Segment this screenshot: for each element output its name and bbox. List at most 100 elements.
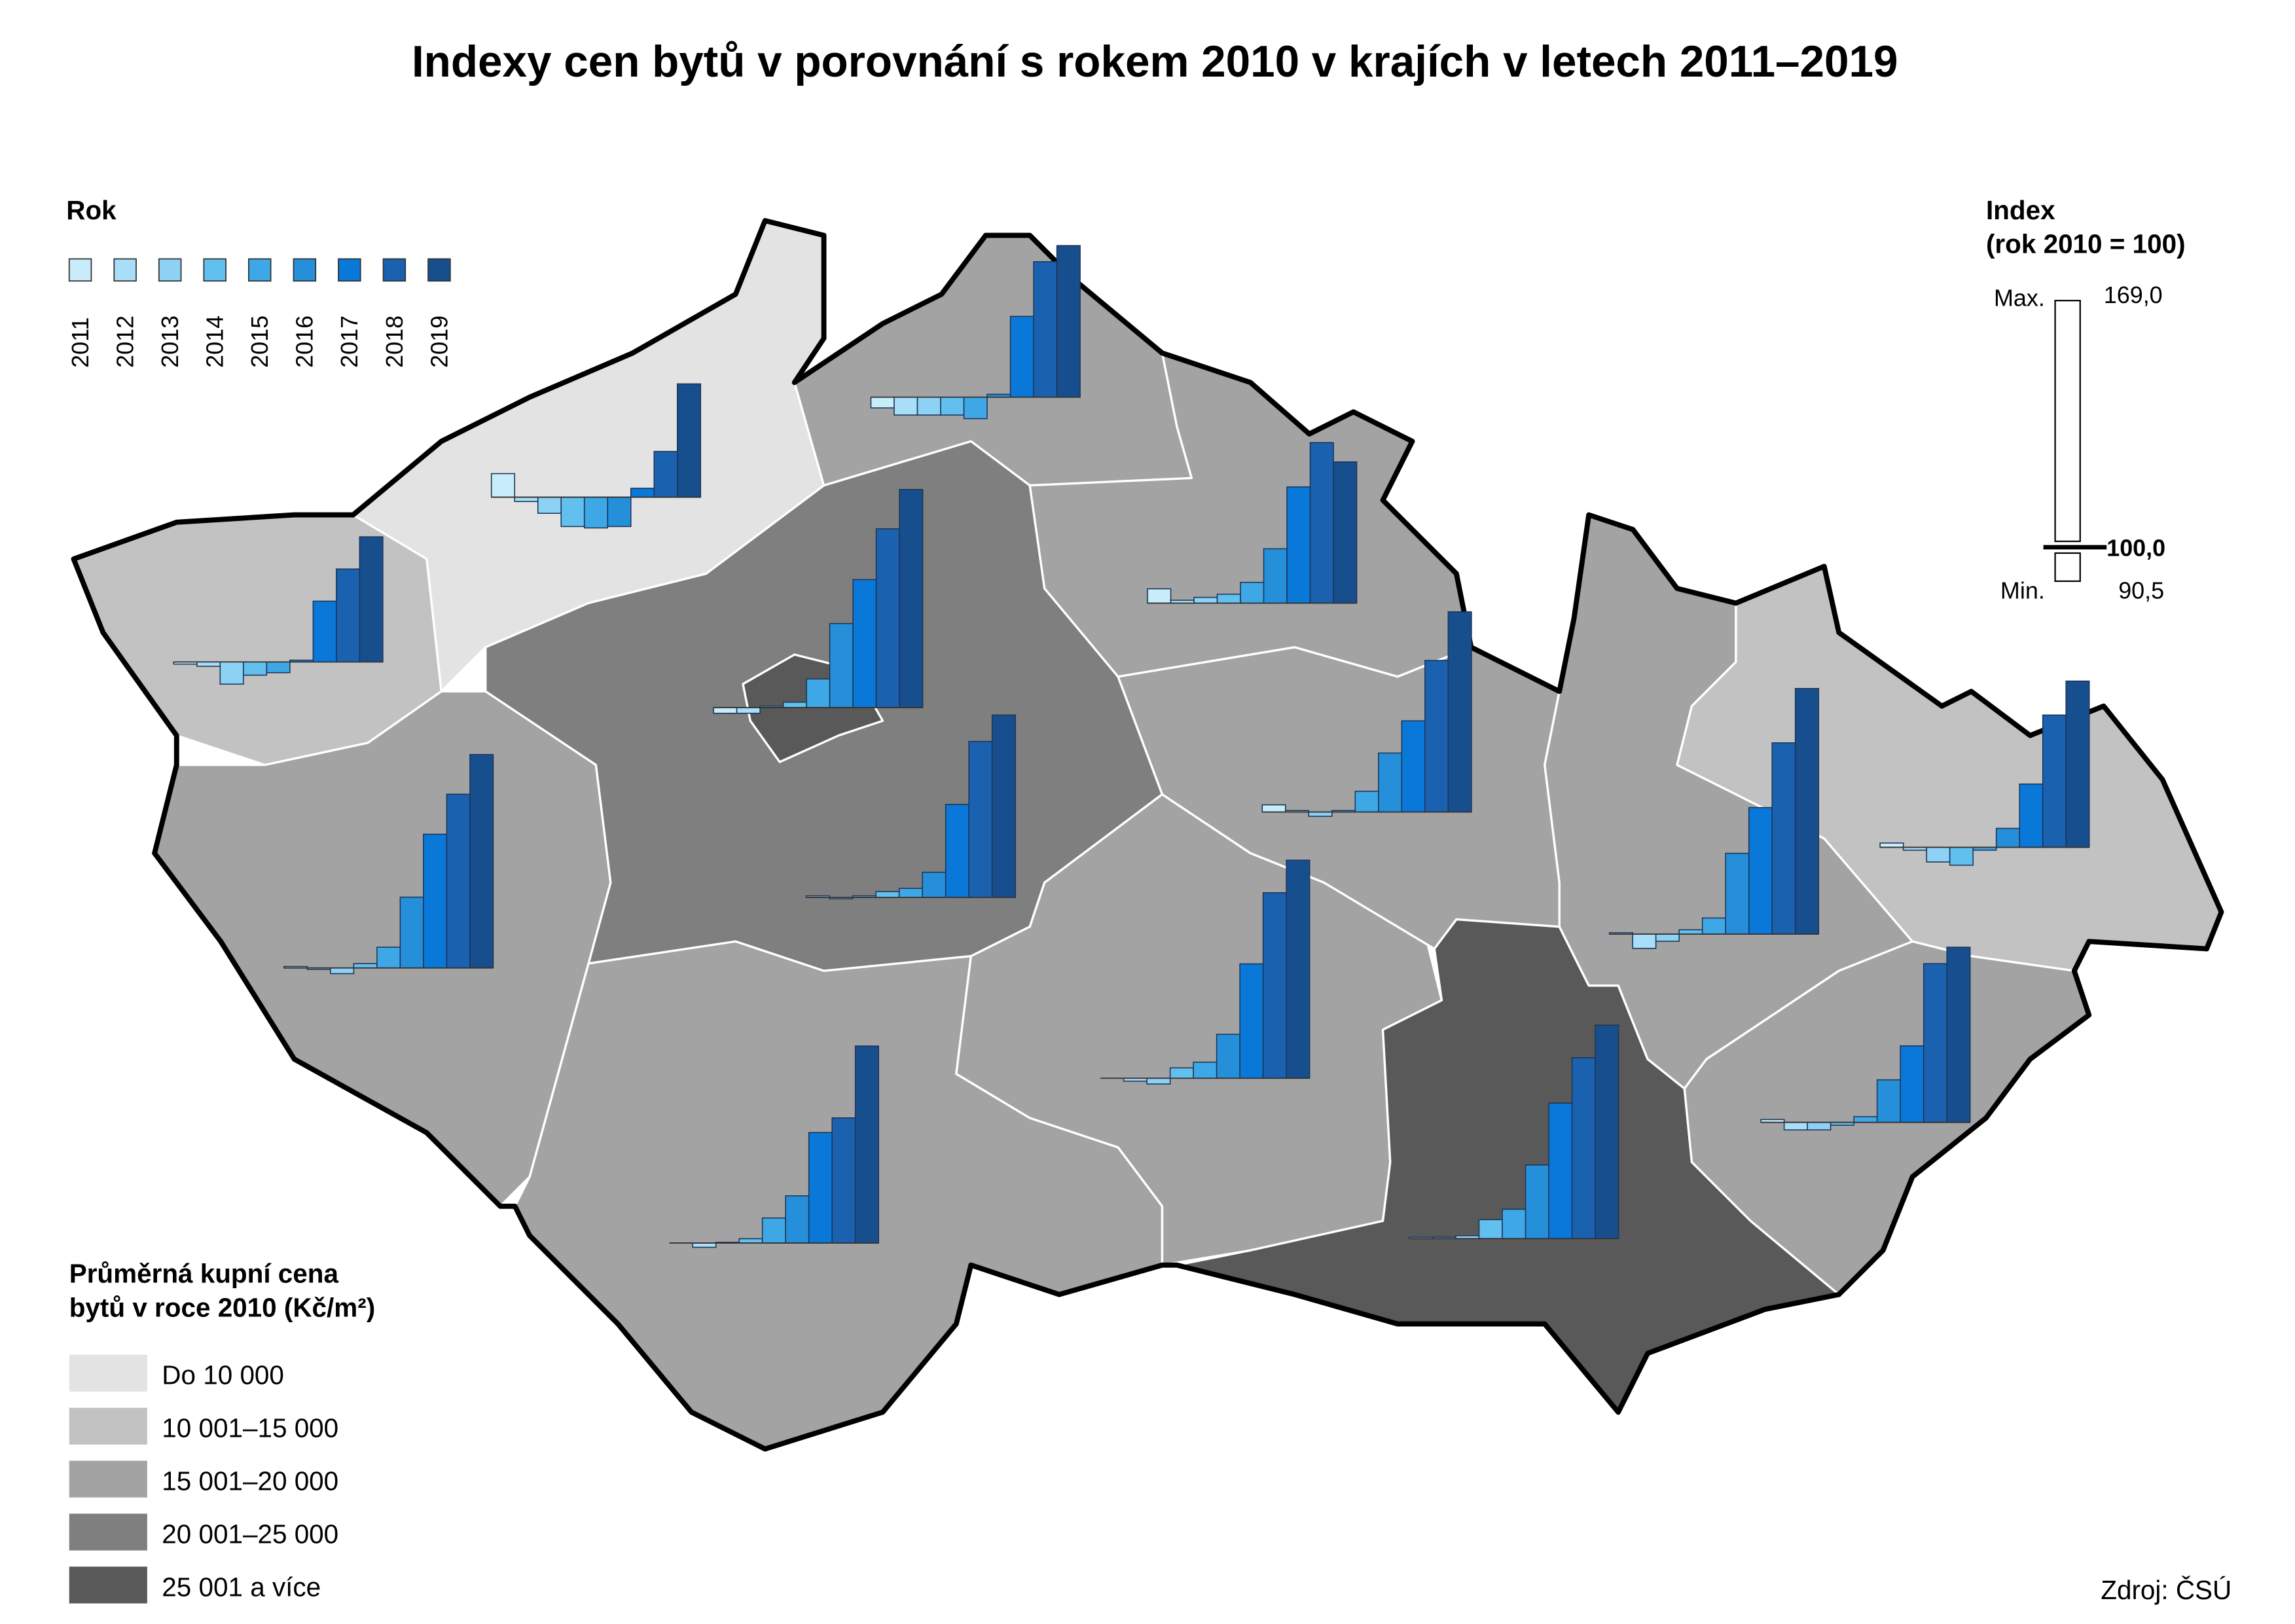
legend-label: Do 10 000	[162, 1360, 284, 1390]
bar	[1879, 842, 1904, 848]
bar	[894, 396, 918, 416]
bar	[899, 489, 924, 708]
legend-label: 15 001–20 000	[162, 1466, 338, 1496]
bar	[1263, 548, 1288, 604]
bar	[1794, 688, 1819, 935]
country-border	[71, 218, 2224, 1452]
bar	[266, 661, 291, 674]
bar	[1926, 846, 1951, 863]
bar	[692, 1242, 717, 1248]
bar	[1678, 929, 1703, 935]
bar	[1447, 611, 1472, 813]
bar	[243, 661, 268, 676]
bar	[991, 714, 1016, 898]
bar	[1216, 593, 1241, 604]
index-legend-title: Index	[1986, 195, 2055, 225]
bar	[1193, 1061, 1218, 1079]
bar	[922, 871, 947, 898]
bar	[607, 496, 632, 528]
bar	[1701, 917, 1726, 935]
index-legend: Index (rok 2010 = 100) Max. Min. 169,0 10…	[1986, 195, 2186, 604]
legend-label: 2019	[425, 316, 452, 368]
legend-label: 2014	[202, 316, 228, 368]
bar	[1900, 1045, 1925, 1123]
bar	[829, 623, 854, 708]
legend-label: 2018	[381, 316, 408, 368]
legend-swatch	[68, 258, 92, 282]
bar	[806, 678, 831, 708]
bar	[490, 473, 516, 498]
title: Indexy cen bytů v porovnání s rokem 2010…	[412, 37, 1898, 86]
index-base-value: 100,0	[2106, 534, 2165, 561]
year-legend: Rok 2011 2012 2013 2014 2015 2016 2017 2018 2019	[66, 195, 452, 368]
bar	[1595, 1024, 1619, 1239]
bar	[446, 793, 471, 969]
legend-label: 25 001 a více	[162, 1572, 321, 1602]
bar	[1261, 804, 1286, 813]
bar	[713, 707, 738, 714]
bar	[676, 383, 702, 498]
bar	[583, 496, 609, 529]
bar	[1876, 1079, 1901, 1123]
bar	[423, 833, 448, 969]
bar	[940, 396, 965, 416]
legend-title: Rok	[66, 195, 117, 225]
bar	[2019, 783, 2044, 848]
bar	[1286, 486, 1311, 604]
bar	[1354, 791, 1379, 813]
bar	[1308, 811, 1333, 817]
bar	[1502, 1208, 1527, 1239]
bar	[945, 804, 969, 898]
bar	[1286, 859, 1310, 1079]
bar	[1401, 720, 1426, 813]
price-legend: Průměrná kupní cena bytů v roce 2010 (Kč…	[69, 1259, 375, 1604]
bar	[854, 1045, 879, 1244]
bar	[1309, 442, 1334, 604]
bar	[359, 536, 384, 663]
bar	[785, 1195, 810, 1244]
bar	[1655, 933, 1680, 942]
bar	[514, 496, 539, 502]
bar	[2042, 714, 2067, 848]
bar	[1525, 1164, 1549, 1239]
bar	[1853, 1116, 1878, 1123]
bar	[1193, 596, 1218, 604]
legend-label: 2016	[291, 316, 318, 368]
index-max-value: 169,0	[2104, 281, 2163, 308]
legend-label: 10 001–15 000	[162, 1413, 338, 1443]
bar	[1771, 742, 1796, 935]
bar	[1725, 852, 1750, 935]
bar	[353, 963, 378, 969]
bar	[782, 701, 807, 708]
source: Zdroj: ČSÚ	[2101, 1575, 2232, 1605]
index-min-value: 90,5	[2118, 577, 2164, 604]
bar	[1146, 1077, 1171, 1085]
legend-swatch	[69, 1407, 147, 1445]
legend-swatch	[69, 1513, 147, 1551]
legend-label: 2012	[111, 316, 138, 368]
bar	[630, 488, 655, 498]
bar	[1946, 947, 1971, 1123]
legend-swatch	[69, 1354, 147, 1392]
index-min-bar	[2054, 552, 2081, 582]
bar	[376, 947, 401, 969]
price-legend-title: bytů v roce 2010 (Kč/m²)	[69, 1292, 375, 1322]
bar	[968, 740, 993, 898]
bar	[1009, 316, 1034, 398]
legend-swatch	[248, 258, 272, 282]
bar	[1033, 261, 1058, 398]
bar	[219, 661, 244, 685]
bar	[1216, 1034, 1240, 1079]
legend-swatch	[427, 258, 451, 282]
bar	[196, 661, 221, 667]
bar	[898, 888, 923, 898]
bar-charts	[173, 245, 2090, 1248]
bar	[537, 496, 562, 514]
legend-swatch	[382, 258, 407, 282]
bar	[831, 1117, 856, 1244]
bar	[1748, 806, 1773, 935]
bar	[1478, 1219, 1503, 1239]
bar	[1632, 933, 1657, 949]
bar	[808, 1132, 833, 1244]
